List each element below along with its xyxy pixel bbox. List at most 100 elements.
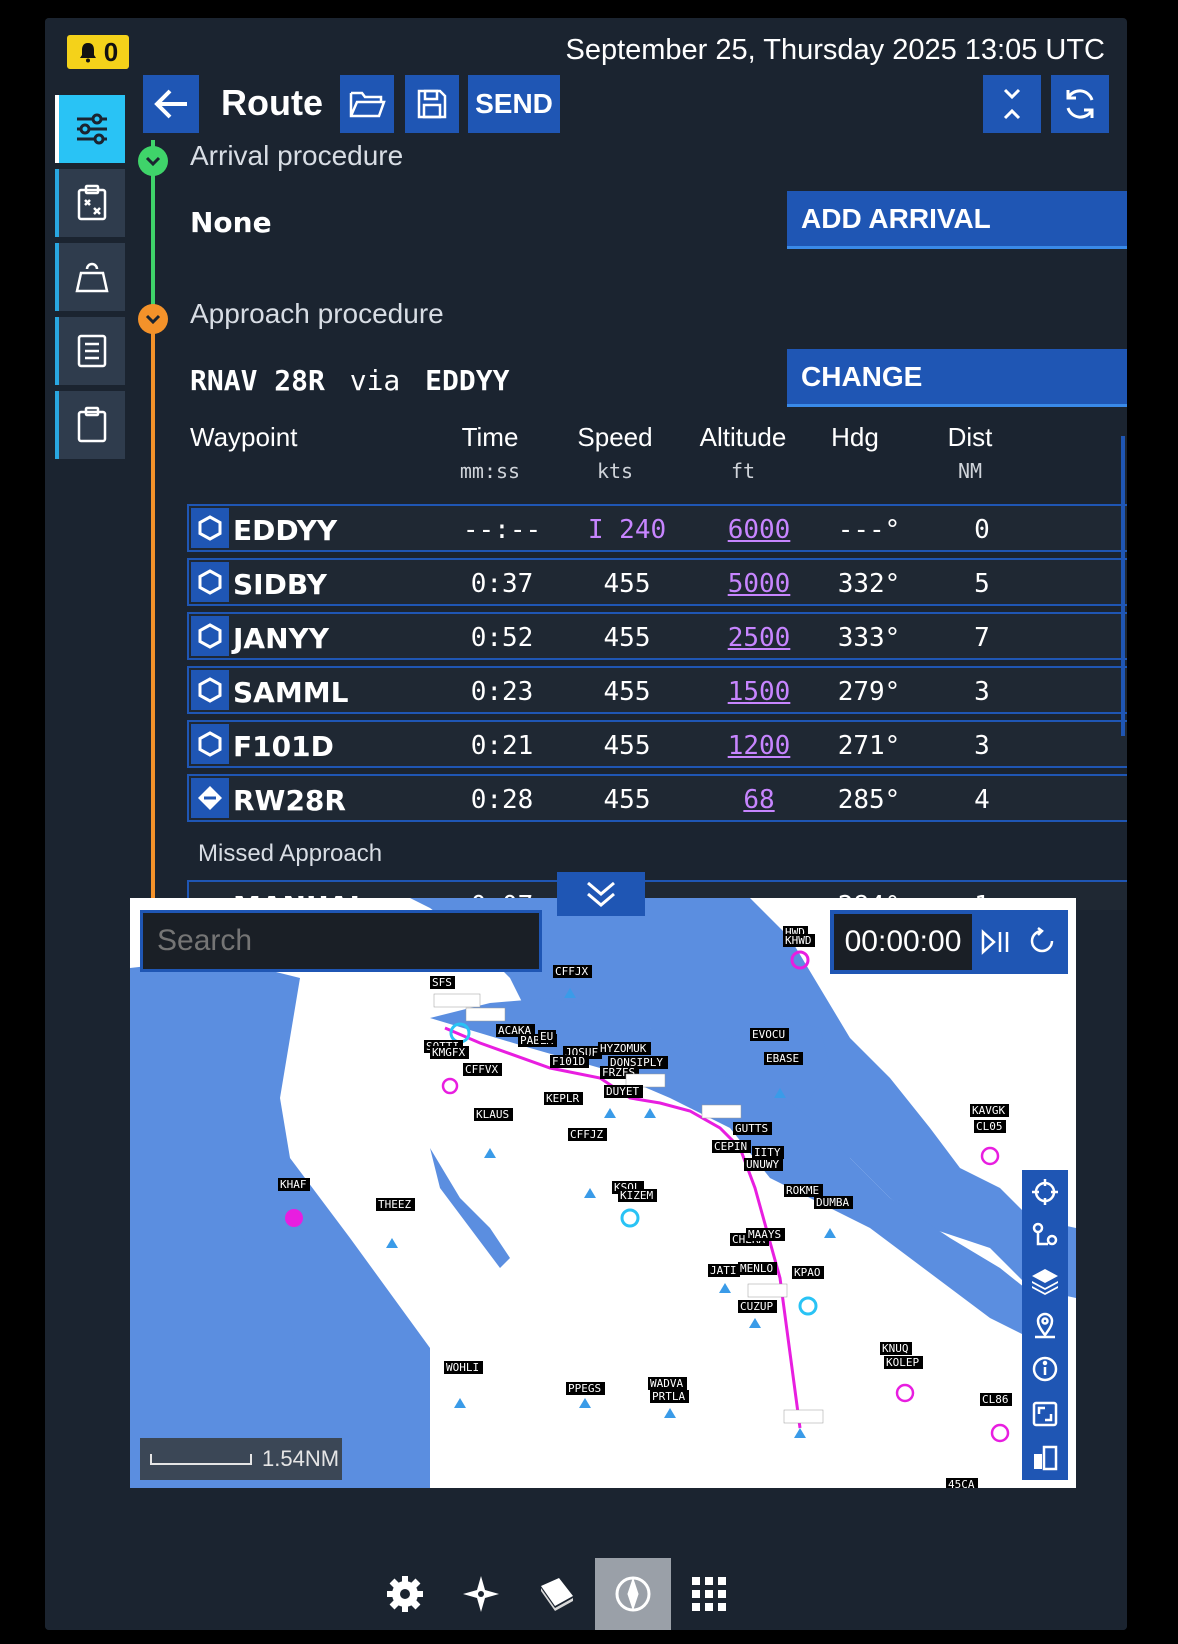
arrival-section-toggle[interactable]	[138, 146, 168, 176]
notification-badge[interactable]: 0	[67, 35, 129, 69]
col-header-hdg[interactable]: Hdg	[831, 422, 879, 452]
map-label-gutts[interactable]: GUTTS	[735, 1122, 768, 1135]
map-label-jati[interactable]: JATI	[710, 1264, 737, 1277]
map-label-wohli[interactable]: WOHLI	[446, 1361, 479, 1374]
table-row[interactable]: F101D 0:21 455 1200 271° 3	[187, 720, 1127, 768]
map-label-f101d[interactable]: F101D	[552, 1055, 585, 1068]
play-pause-button[interactable]	[980, 926, 1012, 963]
map-label-cl86[interactable]: CL86	[982, 1393, 1009, 1406]
layers-icon[interactable]	[1031, 1267, 1059, 1295]
map-label-45ca[interactable]: 45CA	[948, 1478, 975, 1488]
map-label-kolep[interactable]: KOLEP	[886, 1356, 919, 1369]
refresh-button[interactable]	[1051, 75, 1109, 133]
map-label-ppegs[interactable]: PPEGS	[568, 1382, 601, 1395]
map-label-klaus[interactable]: KLAUS	[476, 1108, 509, 1121]
map-label-theez[interactable]: THEEZ	[378, 1198, 411, 1211]
sidebar-weight-balance[interactable]	[55, 243, 125, 311]
panel-scrollbar[interactable]	[1121, 436, 1125, 736]
map-label-kpao[interactable]: KPAO	[794, 1266, 821, 1279]
map-label-duyet[interactable]: DUYET	[606, 1085, 639, 1098]
map-label-samml[interactable]: SAMML	[628, 1074, 661, 1087]
save-route-button[interactable]	[405, 75, 459, 133]
map-search-input[interactable]	[140, 910, 542, 972]
nav-apps-grid[interactable]	[671, 1558, 747, 1630]
altitude-cell[interactable]: 1200	[727, 731, 791, 761]
nav-settings[interactable]	[367, 1558, 443, 1630]
location-pin-icon[interactable]	[1031, 1311, 1059, 1339]
col-header-time[interactable]: Time mm:ss	[459, 422, 521, 483]
col-header-altitude[interactable]: Altitude ft	[699, 422, 787, 483]
map-label-knuq[interactable]: KNUQ	[882, 1342, 909, 1355]
map-label-khaf[interactable]: KHAF	[280, 1178, 307, 1191]
sidebar-notes[interactable]	[55, 317, 125, 385]
altitude-cell[interactable]: 6000	[727, 515, 791, 545]
map-label-maays[interactable]: MAAYS	[748, 1228, 781, 1241]
nav-charts[interactable]	[519, 1558, 595, 1630]
map-label-prtla[interactable]: PRTLA	[652, 1390, 685, 1403]
map-label-rw28r[interactable]: RW28R	[468, 1008, 501, 1021]
nav-map[interactable]	[595, 1558, 671, 1630]
map-label-cffvx[interactable]: CFFVX	[465, 1063, 498, 1076]
table-row[interactable]: SAMML 0:23 455 1500 279° 3	[187, 666, 1127, 714]
map-label-sidby[interactable]: SIDBY	[750, 1284, 783, 1297]
fullscreen-icon[interactable]	[1031, 1400, 1059, 1428]
map-label-eddyy[interactable]: EDDYY	[786, 1410, 819, 1423]
sidebar-route-planner[interactable]	[55, 95, 125, 163]
collapse-all-button[interactable]	[983, 75, 1041, 133]
reset-timer-button[interactable]	[1028, 926, 1058, 961]
nav-waypoints[interactable]	[443, 1558, 519, 1630]
back-button[interactable]	[143, 75, 199, 133]
col-header-dist[interactable]: Dist NM	[947, 422, 993, 483]
map-label-cl05[interactable]: CL05	[976, 1120, 1003, 1133]
altitude-cell[interactable]: 1500	[727, 677, 791, 707]
map-label-menlo[interactable]: MENLO	[740, 1262, 773, 1275]
map-label-unuwy[interactable]: UNUWY	[746, 1158, 779, 1171]
map-label-dumba[interactable]: DUMBA	[816, 1196, 849, 1209]
map-label-ebase[interactable]: EBASE	[766, 1052, 799, 1065]
split-view-icon[interactable]	[1031, 1444, 1059, 1472]
altitude-cell[interactable]: 5000	[727, 569, 791, 599]
col-header-waypoint[interactable]: Waypoint	[190, 422, 298, 452]
crosshair-icon[interactable]	[1031, 1178, 1059, 1206]
map-label-cepin[interactable]: CEPIN	[714, 1140, 747, 1153]
map-label-evocu[interactable]: EVOCU	[752, 1028, 785, 1041]
sidebar-clipboard[interactable]	[55, 391, 125, 459]
table-row[interactable]: JANYY 0:52 455 2500 333° 7	[187, 612, 1127, 660]
map-label-rokme[interactable]: ROKME	[786, 1184, 819, 1197]
approach-section-toggle[interactable]	[138, 304, 168, 334]
map-label-kmgfx[interactable]: KMGFX	[432, 1046, 465, 1059]
map-label-cffjx[interactable]: CFFJX	[555, 965, 588, 978]
map-label-manual[interactable]: MANUAL	[436, 994, 476, 1007]
altitude-cell[interactable]: 68	[743, 785, 775, 815]
map-label-kavgk[interactable]: KAVGK	[972, 1104, 1005, 1117]
map-label-khwd[interactable]: KHWD	[785, 934, 812, 947]
map-label-hyzomuk[interactable]: HYZOMUK	[600, 1042, 647, 1055]
map-label-wadva[interactable]: WADVA	[650, 1377, 683, 1390]
map-label-sfs[interactable]: SFS	[432, 976, 452, 989]
altitude-cell[interactable]: 2500	[727, 623, 791, 653]
collapse-map-button[interactable]	[557, 872, 645, 916]
speed-cell[interactable]: I 240	[587, 515, 667, 545]
map-label-cuzup[interactable]: CUZUP	[740, 1300, 773, 1313]
map-label-janyy[interactable]: JANYY	[704, 1105, 737, 1118]
table-row[interactable]: RW28R 0:28 455 68 285° 4	[187, 774, 1127, 822]
map-label-kizem[interactable]: KIZEM	[620, 1189, 653, 1202]
map-label-donsiply[interactable]: DONSIPLY	[610, 1056, 663, 1069]
add-arrival-button[interactable]: ADD ARRIVAL	[787, 191, 1127, 249]
table-row[interactable]: EDDYY --:-- I 240 6000 ---° 0	[187, 504, 1127, 552]
col-header-speed[interactable]: Speed kts	[577, 422, 653, 483]
info-icon[interactable]	[1031, 1355, 1059, 1383]
map-label-iity[interactable]: IITY	[754, 1146, 781, 1159]
map-label-acaka[interactable]: ACAKA	[498, 1024, 531, 1037]
table-row[interactable]: SIDBY 0:37 455 5000 332° 5	[187, 558, 1127, 606]
map-label-cffjz[interactable]: CFFJZ	[570, 1128, 603, 1141]
moving-map[interactable]: HWDKHWDSFSMANUALRW28RCFFJXACAKAPABLAEUSO…	[130, 898, 1076, 1488]
map-label-eu[interactable]: EU	[540, 1030, 553, 1043]
map-label-keplr[interactable]: KEPLR	[546, 1092, 579, 1105]
open-route-button[interactable]	[340, 75, 394, 133]
route-pins-icon[interactable]	[1031, 1222, 1059, 1250]
map-canvas[interactable]: HWDKHWDSFSMANUALRW28RCFFJXACAKAPABLAEUSO…	[130, 898, 1076, 1488]
send-button[interactable]: SEND	[468, 75, 560, 133]
change-approach-button[interactable]: CHANGE	[787, 349, 1127, 407]
sidebar-checklist[interactable]	[55, 169, 125, 237]
